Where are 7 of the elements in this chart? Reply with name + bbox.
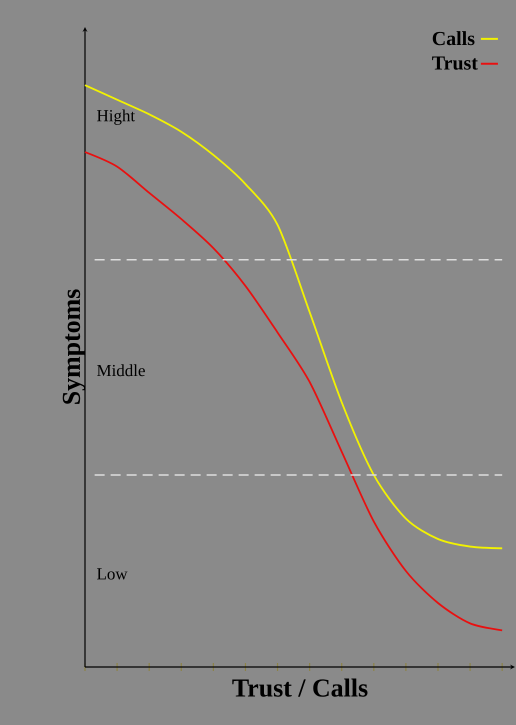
x-axis-title: Trust / Calls xyxy=(232,678,368,697)
annotation: Hight xyxy=(97,109,136,125)
legend-label: Trust xyxy=(432,56,478,70)
annotation: Middle xyxy=(97,364,145,376)
legend-label: Calls xyxy=(432,31,474,46)
y-axis-title: Symptoms xyxy=(62,289,86,404)
annotation: Low xyxy=(97,568,128,580)
